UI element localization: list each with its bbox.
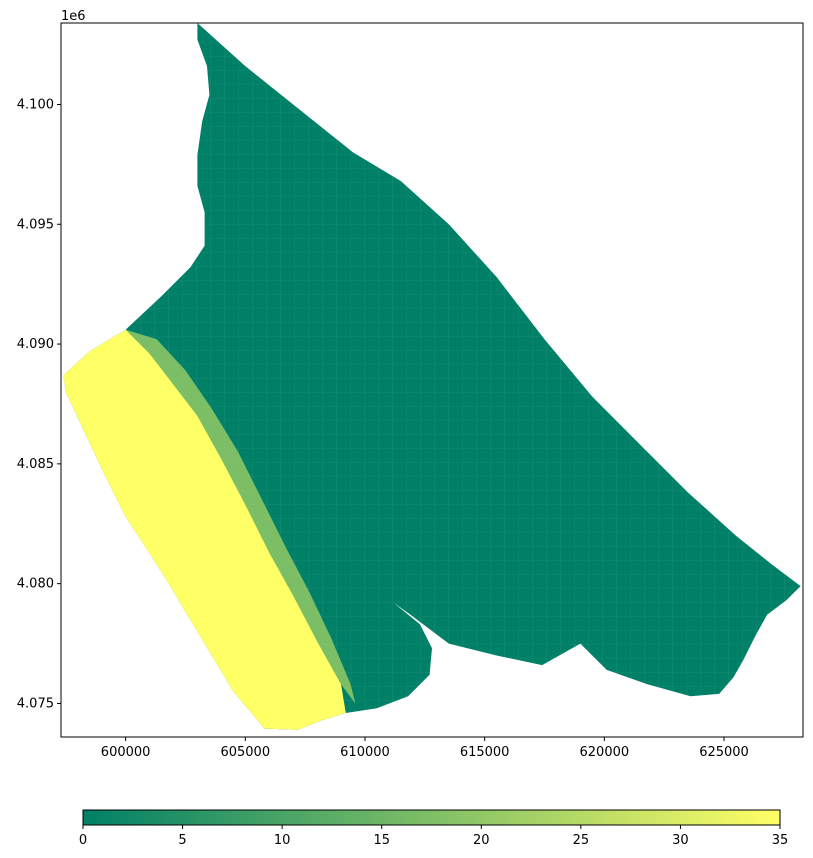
x-tick-label: 600000 [101, 745, 151, 760]
y-axis: 4.075 4.080 4.085 4.090 4.095 4.100 [17, 97, 61, 711]
colorbar-tick-label: 10 [274, 833, 291, 848]
x-tick-label: 610000 [340, 745, 390, 760]
colorbar-tick-label: 0 [79, 833, 87, 848]
colorbar-gradient [82, 809, 781, 826]
plot-frame [60, 22, 804, 738]
colorbar-tick-label: 35 [772, 833, 789, 848]
x-axis: 600000 605000 610000 615000 620000 625000 [101, 737, 749, 760]
x-tick-label: 620000 [580, 745, 630, 760]
colorbar-tick-label: 30 [672, 833, 689, 848]
colorbar-tick-label: 5 [178, 833, 186, 848]
plot-area [60, 22, 804, 738]
y-tick-label: 4.080 [17, 577, 54, 592]
colorbar-tick-label: 25 [573, 833, 590, 848]
colorbar: 0 5 10 15 20 25 30 35 [79, 809, 788, 848]
x-tick-label: 625000 [699, 745, 749, 760]
y-tick-label: 4.085 [17, 457, 54, 472]
coastal-band [63, 329, 346, 730]
colorbar-ticks: 0 5 10 15 20 25 30 35 [79, 825, 788, 848]
y-axis-offset-label: 1e6 [61, 9, 86, 24]
colorbar-tick-label: 15 [373, 833, 390, 848]
y-tick-label: 4.075 [17, 696, 54, 711]
x-tick-label: 615000 [460, 745, 510, 760]
y-tick-label: 4.095 [17, 217, 54, 232]
transition-band [125, 329, 356, 704]
x-tick-label: 605000 [220, 745, 270, 760]
colorbar-tick-label: 20 [473, 833, 490, 848]
y-tick-label: 4.090 [17, 337, 54, 352]
y-tick-label: 4.100 [17, 97, 54, 112]
